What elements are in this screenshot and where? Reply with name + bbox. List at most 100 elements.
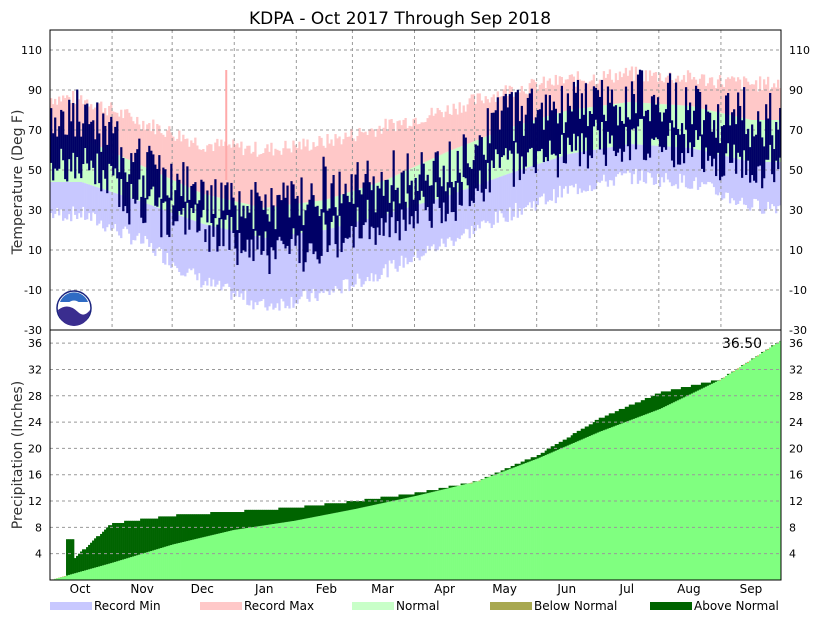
record-max-bar bbox=[112, 111, 115, 153]
record-max-bar bbox=[750, 84, 754, 120]
normal-precipitation-bar bbox=[522, 463, 525, 580]
above-normal-bar bbox=[412, 494, 415, 497]
above-normal-bar bbox=[182, 514, 185, 543]
observed-temperature-bar bbox=[570, 111, 574, 152]
normal-precipitation-bar bbox=[606, 428, 610, 580]
normal-range-bar bbox=[762, 120, 766, 162]
record-max-bar bbox=[662, 82, 666, 105]
normal-precipitation-bar bbox=[314, 516, 317, 580]
normal-precipitation-bar bbox=[238, 529, 241, 580]
normal-range-bar bbox=[336, 195, 339, 227]
above-normal-bar bbox=[194, 514, 197, 540]
observed-temperature-bar bbox=[138, 138, 141, 180]
record-min-bar bbox=[684, 147, 688, 188]
temperature-tick-left: -10 bbox=[24, 284, 42, 297]
above-normal-bar bbox=[694, 384, 698, 392]
record-min-bar bbox=[380, 215, 383, 275]
above-normal-bar bbox=[310, 505, 313, 518]
observed-temperature-bar bbox=[648, 121, 652, 158]
above-normal-bar bbox=[362, 501, 365, 508]
normal-precipitation-bar bbox=[328, 514, 331, 580]
normal-precipitation-bar bbox=[350, 509, 353, 580]
normal-range-bar bbox=[470, 142, 473, 188]
above-normal-bar bbox=[446, 487, 449, 489]
above-normal-bar bbox=[614, 411, 618, 426]
normal-precipitation-bar bbox=[570, 443, 574, 580]
above-normal-bar bbox=[708, 382, 712, 385]
normal-precipitation-bar bbox=[648, 412, 652, 580]
observed-temperature-bar bbox=[767, 118, 770, 160]
observed-temperature-bar bbox=[550, 110, 553, 155]
record-max-bar bbox=[320, 137, 323, 201]
observed-temperature-bar bbox=[624, 86, 628, 127]
observed-temperature-bar bbox=[462, 134, 465, 178]
record-min-bar bbox=[76, 182, 79, 219]
observed-temperature-bar bbox=[366, 160, 369, 200]
above-normal-bar bbox=[584, 426, 588, 438]
below-normal-bar bbox=[766, 348, 770, 350]
record-min-bar bbox=[286, 234, 289, 306]
above-normal-bar bbox=[308, 505, 311, 518]
record-min-bar bbox=[276, 236, 279, 304]
observed-temperature-bar bbox=[426, 174, 429, 208]
normal-precipitation-bar bbox=[294, 520, 297, 580]
record-min-bar bbox=[104, 189, 107, 232]
record-min-bar bbox=[52, 182, 55, 219]
record-min-bar bbox=[502, 175, 505, 218]
record-min-bar bbox=[420, 203, 423, 257]
precipitation-tick-left: 8 bbox=[35, 521, 42, 534]
record-max-bar bbox=[232, 139, 235, 201]
above-normal-bar bbox=[296, 507, 299, 521]
observed-temperature-bar bbox=[84, 104, 87, 149]
record-min-bar bbox=[554, 158, 557, 204]
record-min-bar bbox=[370, 217, 373, 274]
record-max-bar bbox=[318, 136, 321, 201]
observed-temperature-bar bbox=[212, 213, 215, 237]
above-normal-bar bbox=[282, 507, 285, 523]
normal-precipitation-bar bbox=[240, 528, 243, 580]
record-min-bar bbox=[656, 145, 660, 174]
record-min-bar bbox=[626, 144, 630, 171]
normal-range-bar bbox=[236, 201, 239, 232]
above-normal-bar bbox=[462, 483, 465, 485]
above-normal-bar bbox=[578, 430, 582, 441]
normal-precipitation-bar bbox=[672, 402, 676, 580]
observed-temperature-bar bbox=[769, 92, 772, 145]
above-normal-bar bbox=[360, 501, 363, 508]
normal-precipitation-bar bbox=[450, 487, 453, 580]
record-max-bar bbox=[344, 132, 347, 194]
observed-temperature-bar bbox=[652, 94, 656, 140]
month-tick-label: Mar bbox=[371, 582, 394, 596]
above-normal-bar bbox=[560, 441, 564, 449]
record-min-bar bbox=[340, 225, 343, 294]
observed-temperature-bar bbox=[132, 162, 135, 199]
record-min-bar bbox=[122, 195, 125, 229]
record-max-bar bbox=[562, 83, 566, 112]
above-normal-bar bbox=[302, 507, 305, 520]
precipitation-tick-right: 36 bbox=[789, 337, 803, 350]
record-max-bar bbox=[286, 148, 289, 205]
normal-precipitation-bar bbox=[56, 578, 59, 580]
record-min-bar bbox=[410, 206, 413, 263]
observed-temperature-bar bbox=[552, 101, 555, 154]
observed-temperature-bar bbox=[90, 121, 93, 161]
above-normal-bar bbox=[606, 415, 610, 429]
above-normal-bar bbox=[136, 520, 139, 556]
record-min-bar bbox=[100, 188, 103, 221]
record-min-bar bbox=[748, 161, 752, 211]
normal-precipitation-bar bbox=[154, 549, 157, 580]
record-max-bar bbox=[316, 145, 319, 202]
above-normal-bar bbox=[438, 487, 441, 491]
normal-precipitation-bar bbox=[178, 542, 181, 580]
record-min-bar bbox=[582, 151, 586, 191]
record-min-bar bbox=[222, 228, 225, 287]
observed-temperature-bar bbox=[226, 182, 229, 216]
record-min-bar bbox=[512, 172, 515, 217]
record-min-bar bbox=[510, 172, 513, 221]
above-normal-bar bbox=[484, 476, 487, 479]
observed-temperature-bar bbox=[156, 168, 159, 207]
above-normal-bar bbox=[154, 518, 157, 550]
normal-precipitation-bar bbox=[280, 522, 283, 580]
normal-precipitation-bar bbox=[778, 341, 782, 580]
normal-precipitation-bar bbox=[346, 510, 349, 580]
